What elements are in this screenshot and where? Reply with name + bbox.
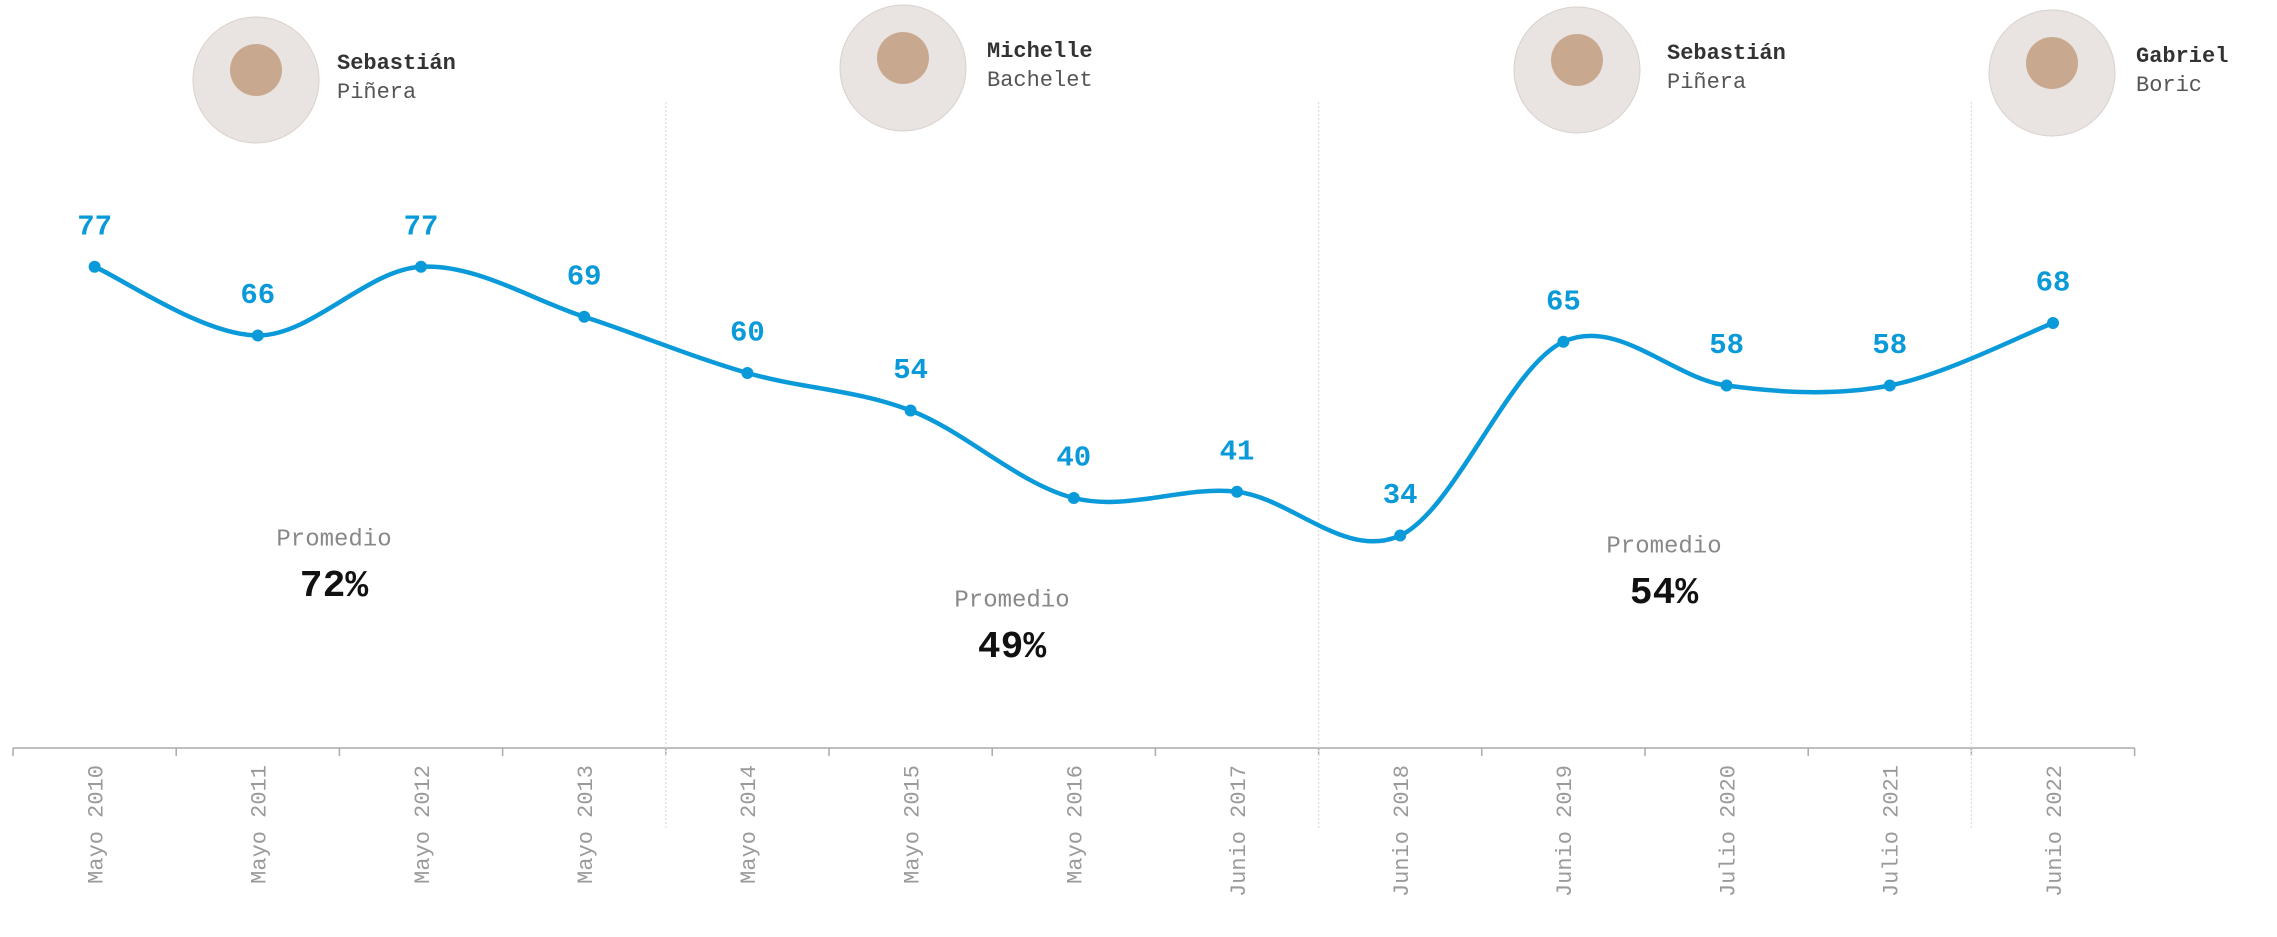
data-label: 60 — [730, 317, 765, 350]
president-first-name: Sebastián — [337, 51, 456, 76]
x-tick-label: Mayo 2010 — [84, 765, 109, 884]
x-tick-label: Mayo 2014 — [737, 765, 762, 884]
average-value: 72% — [300, 565, 369, 608]
point — [1067, 492, 1080, 504]
average-value: 54% — [1630, 572, 1699, 615]
average-label: Promedio — [954, 587, 1069, 614]
point — [1883, 379, 1896, 392]
president: Gabriel Boric — [1988, 9, 2228, 137]
president-last-name: Piñera — [1667, 70, 1746, 95]
data-label: 41 — [1220, 435, 1255, 468]
x-tick-label: Junio 2018 — [1390, 765, 1415, 897]
data-label: 68 — [2036, 267, 2071, 300]
x-tick-label: Junio 2019 — [1553, 765, 1578, 897]
photo-head — [877, 32, 929, 84]
point — [1231, 485, 1243, 498]
data-label: 65 — [1546, 285, 1581, 318]
data-label: 69 — [567, 260, 602, 293]
point — [2047, 317, 2059, 329]
average-label: Promedio — [1606, 533, 1721, 560]
president-first-name: Gabriel — [2136, 44, 2228, 69]
photo-head — [2026, 37, 2078, 89]
president: Michelle Bachelet — [839, 4, 1093, 132]
point — [1557, 335, 1570, 348]
x-tick-label: Junio 2022 — [2043, 765, 2068, 897]
point — [741, 367, 754, 379]
photo-head — [230, 44, 282, 96]
president-first-name: Sebastián — [1667, 41, 1786, 66]
president-last-name: Bachelet — [987, 68, 1093, 93]
x-tick-label: Julio 2021 — [1880, 765, 1905, 897]
president-last-name: Boric — [2136, 73, 2202, 98]
x-tick-label: Julio 2020 — [1716, 765, 1741, 897]
average-value: 49% — [978, 626, 1047, 669]
point — [904, 404, 917, 417]
data-label: 58 — [1872, 329, 1907, 362]
data-label: 40 — [1056, 442, 1091, 475]
point — [1720, 379, 1733, 392]
data-label: 54 — [893, 354, 928, 387]
photo-head — [1551, 34, 1603, 86]
x-tick-label: Mayo 2011 — [248, 765, 273, 884]
data-label: 66 — [240, 279, 275, 312]
x-tick-label: Mayo 2015 — [900, 765, 925, 884]
data-label: 58 — [1709, 329, 1744, 362]
x-tick-label: Mayo 2012 — [411, 765, 436, 884]
x-tick-label: Junio 2017 — [1227, 765, 1252, 897]
president-first-name: Michelle — [987, 39, 1093, 64]
point — [88, 260, 101, 273]
x-tick-label: Mayo 2016 — [1064, 765, 1089, 884]
president: Sebastián Piñera — [1513, 6, 1786, 134]
data-label: 77 — [404, 210, 439, 243]
point — [578, 310, 591, 323]
point — [251, 329, 264, 342]
president: Sebastián Piñera — [192, 16, 456, 144]
point — [415, 260, 427, 273]
x-tick-label: Mayo 2013 — [574, 765, 599, 884]
average-label: Promedio — [276, 526, 391, 553]
data-label: 34 — [1383, 479, 1418, 512]
data-label: 77 — [77, 210, 112, 243]
point — [1394, 529, 1407, 542]
president-last-name: Piñera — [337, 80, 416, 105]
